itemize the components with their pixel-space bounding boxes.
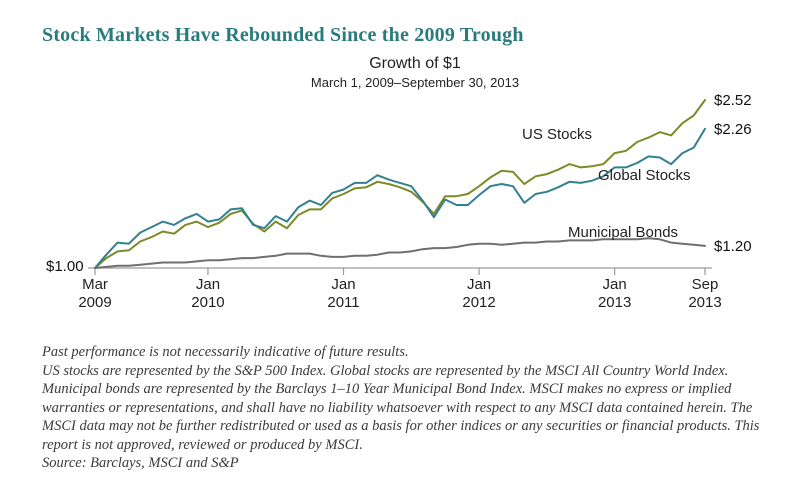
series-label-municipal-bonds: Municipal Bonds xyxy=(568,224,679,241)
footnote-line1: Past performance is not necessarily indi… xyxy=(42,344,409,360)
page-title: Stock Markets Have Rebounded Since the 2… xyxy=(42,24,524,47)
chart-subtitle: March 1, 2009–September 30, 2013 xyxy=(310,75,520,90)
x-tick-label: Jan 2010 xyxy=(191,276,225,311)
line-series-1 xyxy=(94,127,706,269)
end-value-municipal-bonds: $1.20 xyxy=(714,238,752,255)
series-label-us-stocks: US Stocks xyxy=(522,126,593,143)
footnote: Past performance is not necessarily indi… xyxy=(42,343,764,473)
x-tick-label: Mar 2009 xyxy=(78,276,112,311)
growth-chart: Growth of $1 March 1, 2009–September 30,… xyxy=(46,55,752,311)
x-tick-label: Jan 2012 xyxy=(462,276,496,311)
x-tick-label: Jan 2013 xyxy=(597,276,632,311)
line-series-2 xyxy=(94,237,706,269)
chart-title: Growth of $1 xyxy=(369,55,461,72)
end-value-us-stocks: $2.52 xyxy=(714,92,752,109)
end-value-global-stocks: $2.26 xyxy=(714,121,752,138)
chart-svg xyxy=(88,99,712,275)
x-tick-label: Sep 2013 xyxy=(688,276,722,311)
x-tick-label: Jan 2011 xyxy=(327,276,360,311)
footnote-body: US stocks are represented by the S&P 500… xyxy=(42,362,760,453)
line-series-0 xyxy=(94,99,706,269)
y-start-label: $1.00 xyxy=(46,258,84,275)
source-line: Source: Barclays, MSCI and S&P xyxy=(42,455,239,471)
series-label-global-stocks: Global Stocks xyxy=(598,167,691,184)
